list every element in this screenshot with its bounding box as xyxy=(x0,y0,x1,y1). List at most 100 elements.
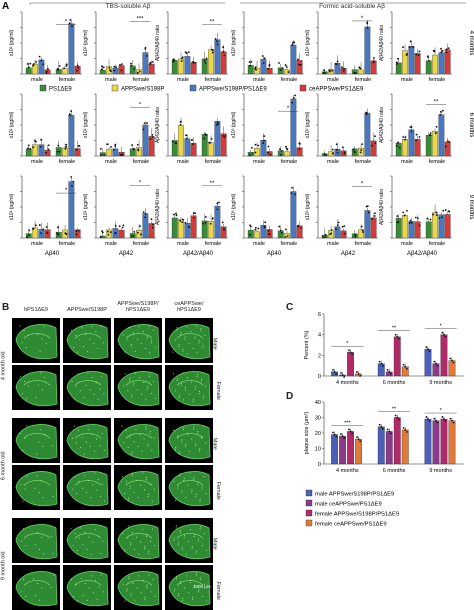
data-point xyxy=(103,154,106,156)
data-point xyxy=(29,147,32,150)
plaque-dot xyxy=(71,437,73,439)
x-axis-label: Aβ42/Aβ40 xyxy=(407,251,438,257)
data-point xyxy=(429,218,432,221)
brain-section-drawing xyxy=(168,424,211,460)
bar xyxy=(331,434,338,465)
data-point xyxy=(294,94,297,97)
bar xyxy=(414,139,421,157)
bar xyxy=(438,52,445,75)
plaque-dot xyxy=(205,549,207,551)
plaque-dot xyxy=(146,533,148,535)
data-point xyxy=(445,51,448,54)
data-point xyxy=(45,70,48,73)
brain-outline xyxy=(168,471,211,507)
data-point xyxy=(181,221,184,223)
plaque-dot xyxy=(80,527,82,529)
plaque-dot xyxy=(175,578,177,580)
plaque-dot xyxy=(124,351,126,353)
plaque-dot xyxy=(172,351,174,353)
plot-r0-c4: x10³ (pg/ml) male female * xyxy=(305,11,378,83)
plaque-dot xyxy=(135,372,137,374)
plaque-dot xyxy=(202,346,204,348)
data-point xyxy=(433,417,436,420)
data-point xyxy=(113,65,116,68)
data-point xyxy=(394,414,397,417)
data-point xyxy=(99,236,102,238)
bar xyxy=(220,133,227,157)
legend-swatch xyxy=(305,519,313,527)
bar xyxy=(432,131,438,157)
bar xyxy=(444,49,451,75)
data-point xyxy=(65,145,68,148)
legend-label: female ceAPPSwe/PS1ΔE9 xyxy=(315,522,387,528)
data-point xyxy=(263,57,266,60)
plot-r2-c0: x10² (pg/ml) * male female Aβ40 xyxy=(9,175,82,257)
plaque-dot xyxy=(91,377,93,379)
x-axis-label: Aβ42/Aβ40 xyxy=(183,251,214,257)
bar xyxy=(385,431,393,465)
sex-label: female xyxy=(133,159,150,165)
plaque-dot xyxy=(146,337,148,339)
y-tick-label: 40 xyxy=(315,400,321,406)
plaque-dot xyxy=(195,552,197,554)
brain-section-drawing xyxy=(66,324,109,360)
brain-outline xyxy=(15,571,58,607)
data-point xyxy=(406,53,408,55)
data-point xyxy=(136,71,139,74)
data-point xyxy=(418,50,421,53)
data-point xyxy=(438,217,441,220)
plaque-dot xyxy=(179,475,181,477)
plaque-dot xyxy=(90,553,92,555)
brain-section-drawing xyxy=(15,371,58,407)
plaque-dot xyxy=(77,351,79,353)
data-point xyxy=(216,202,219,205)
plaque-dot xyxy=(71,330,73,332)
brain-section-drawing xyxy=(15,524,58,560)
plaque-dot xyxy=(198,393,200,395)
plaque-dot xyxy=(183,427,185,429)
hippocampus-trace xyxy=(125,433,153,439)
data-point xyxy=(340,433,342,435)
plaque-dot xyxy=(154,346,156,348)
data-point xyxy=(133,231,136,233)
data-point xyxy=(408,222,411,224)
plaque-dot xyxy=(23,579,25,581)
plaque-dot xyxy=(205,493,207,495)
sex-label: female xyxy=(281,241,298,247)
row-label-0: 4 months xyxy=(468,31,474,56)
data-point xyxy=(254,228,257,231)
plaque-dot xyxy=(128,578,130,580)
plaque-dot xyxy=(92,541,94,543)
data-point xyxy=(335,228,337,230)
sex-label: male xyxy=(327,77,339,83)
sex-label: male xyxy=(105,159,117,165)
brain-column-header: APPSwe/S198P/ hPS1ΔE9 xyxy=(117,301,159,314)
legend-swatch xyxy=(305,499,313,507)
data-point xyxy=(357,373,360,375)
plaque-dot xyxy=(28,385,29,387)
bar xyxy=(290,98,297,157)
panel-a-figure: A TBS-soluble Aβ Formic acid-soluble Aβ 4 m… xyxy=(2,1,474,257)
data-point xyxy=(223,136,226,139)
plaque-dot xyxy=(190,580,192,582)
data-point xyxy=(348,349,350,352)
plaque-dot xyxy=(19,325,21,327)
data-point xyxy=(56,232,59,235)
data-point xyxy=(322,72,325,74)
data-point xyxy=(403,214,406,217)
data-point xyxy=(358,66,361,69)
data-point xyxy=(149,63,151,65)
plaque-dot xyxy=(88,536,90,538)
data-point xyxy=(451,359,453,362)
plaque-dot xyxy=(175,497,177,499)
plaque-dot xyxy=(182,350,184,352)
brain-section-drawing xyxy=(117,424,160,460)
plaque-dot xyxy=(149,483,151,485)
data-point xyxy=(279,69,282,72)
bar xyxy=(414,53,421,75)
bar xyxy=(438,114,445,157)
data-point xyxy=(144,48,147,50)
plaque-dot xyxy=(78,480,80,482)
data-point xyxy=(435,214,438,216)
data-point xyxy=(34,224,37,227)
